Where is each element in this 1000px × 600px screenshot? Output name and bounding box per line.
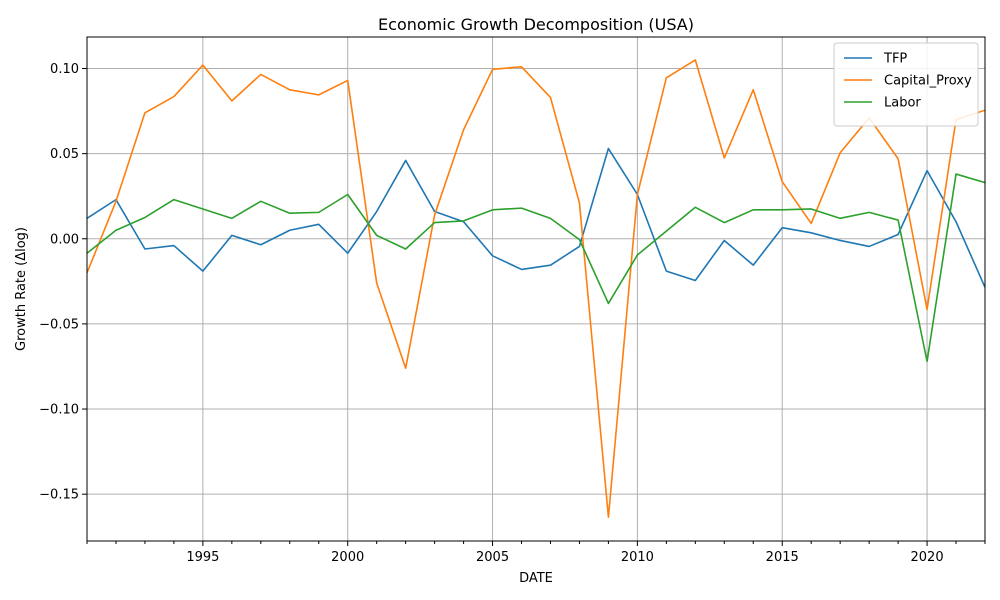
series-line-labor: [87, 173, 985, 363]
series-line-capital-proxy: [87, 59, 985, 518]
legend-box: [833, 42, 979, 127]
legend: TFP Capital_Proxy Labor: [833, 42, 979, 127]
y-axis-label: Growth Rate (Δlog): [14, 227, 29, 351]
x-tick-label: 2005: [476, 550, 509, 565]
legend-label: TFP: [883, 52, 907, 67]
axis-ticks: 1995 2000 2005 2010 2015 2020 −0.15 −0.10 −0.05 0…: [39, 62, 986, 565]
x-tick-label: 2015: [766, 550, 799, 565]
y-tick-label: −0.10: [39, 403, 79, 418]
y-tick-label: 0.10: [50, 62, 79, 77]
series-line-tfp: [87, 147, 985, 288]
y-tick-label: −0.05: [39, 317, 79, 332]
plot-frame: [86, 36, 986, 542]
y-tick-label: −0.15: [39, 488, 79, 503]
y-tick-label: 0.05: [50, 147, 79, 162]
chart-title: Economic Growth Decomposition (USA): [378, 15, 694, 34]
legend-label: Labor: [884, 96, 921, 111]
legend-label: Capital_Proxy: [884, 74, 972, 89]
x-tick-label: 1995: [186, 550, 219, 565]
x-tick-label: 2020: [911, 550, 944, 565]
series-lines: [87, 59, 985, 518]
x-tick-label: 2010: [621, 550, 654, 565]
x-axis-label: DATE: [519, 571, 553, 586]
x-tick-label: 2000: [331, 550, 364, 565]
y-tick-label: 0.00: [50, 232, 79, 247]
